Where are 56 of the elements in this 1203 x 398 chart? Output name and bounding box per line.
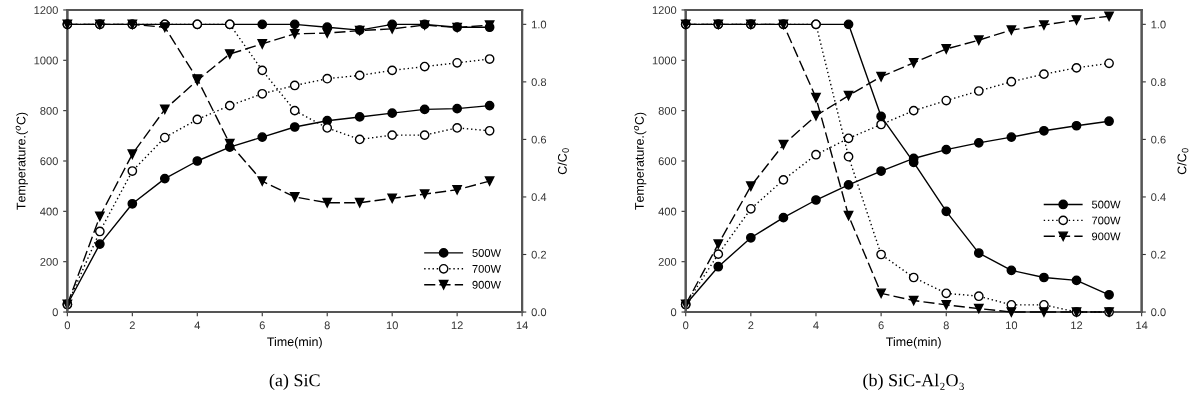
y-axis-title: Temperature.($^{o}$C) — [634, 112, 647, 210]
x-axis-title: Time(min) — [267, 336, 322, 349]
y-tick-label: 1000 — [34, 56, 58, 65]
text: (a) SiC — [269, 373, 320, 391]
y2-tick-label: 0.6 — [531, 135, 547, 144]
x-tick-label: 4 — [194, 321, 201, 330]
y-tick-label: 200 — [658, 257, 677, 266]
x-tick-label: 4 — [813, 321, 819, 330]
y-tick-label: 600 — [658, 157, 677, 166]
x-tick-label: 0 — [64, 321, 71, 330]
legend-label: 700W — [472, 264, 501, 273]
y2-tick-label: 0.4 — [1151, 193, 1166, 202]
x-tick-label: 6 — [878, 321, 884, 330]
x-tick-label: 8 — [324, 321, 330, 330]
text: (b) SiC-Al₂O₃ — [863, 373, 964, 391]
y2-tick-label: 0.6 — [1151, 135, 1166, 144]
legend-label: 500W — [1091, 200, 1121, 209]
y-tick-label: 800 — [658, 106, 677, 115]
y-tick-label: 0 — [52, 308, 58, 317]
x-tick-label: 12 — [451, 321, 463, 330]
x-tick-label: 8 — [943, 321, 949, 330]
y2-axis-title: C/C$_{0}$ — [1177, 148, 1189, 175]
y-tick-label: 200 — [40, 257, 58, 266]
legend-label: 500W — [472, 249, 501, 257]
y-tick-label: 1000 — [652, 56, 677, 65]
y-tick-label: 600 — [40, 157, 58, 166]
y2-tick-label: 0.8 — [1151, 78, 1166, 87]
y-tick-label: 1200 — [34, 6, 58, 15]
x-axis-title: Time(min) — [886, 336, 941, 349]
legend-label: 700W — [1092, 216, 1121, 225]
y2-axis-title: C/C$_{0}$ — [557, 148, 569, 175]
y-tick-label: 0 — [670, 308, 677, 317]
x-tick-label: 12 — [1071, 321, 1083, 330]
y-axis-title: Temperature.($^{o}$C) — [15, 112, 28, 210]
x-tick-label: 2 — [748, 321, 754, 330]
legend-label: 900W — [472, 280, 501, 289]
y-tick-label: 400 — [658, 207, 677, 216]
x-tick-label: 0 — [683, 321, 689, 330]
y-tick-label: 800 — [40, 106, 58, 115]
y2-tick-label: 0.2 — [1151, 250, 1166, 259]
y2-tick-label: 0.0 — [531, 308, 547, 317]
y2-tick-label: 0.2 — [531, 250, 547, 259]
x-tick-label: 14 — [516, 321, 528, 330]
legend-label: 900W — [1092, 232, 1121, 241]
x-tick-label: 2 — [129, 321, 135, 330]
y2-tick-label: 0.4 — [531, 193, 547, 202]
y2-tick-label: 0.0 — [1151, 308, 1166, 317]
y-tick-label: 400 — [40, 207, 58, 216]
y2-tick-label: 1.0 — [531, 20, 547, 29]
y-tick-label: 1200 — [652, 6, 677, 15]
x-tick-label: 14 — [1136, 321, 1148, 330]
x-tick-label: 10 — [386, 321, 398, 330]
y2-tick-label: 0.8 — [531, 78, 547, 87]
x-tick-label: 6 — [259, 321, 265, 330]
x-tick-label: 10 — [1006, 321, 1018, 330]
y2-tick-label: 1.0 — [1151, 20, 1166, 29]
